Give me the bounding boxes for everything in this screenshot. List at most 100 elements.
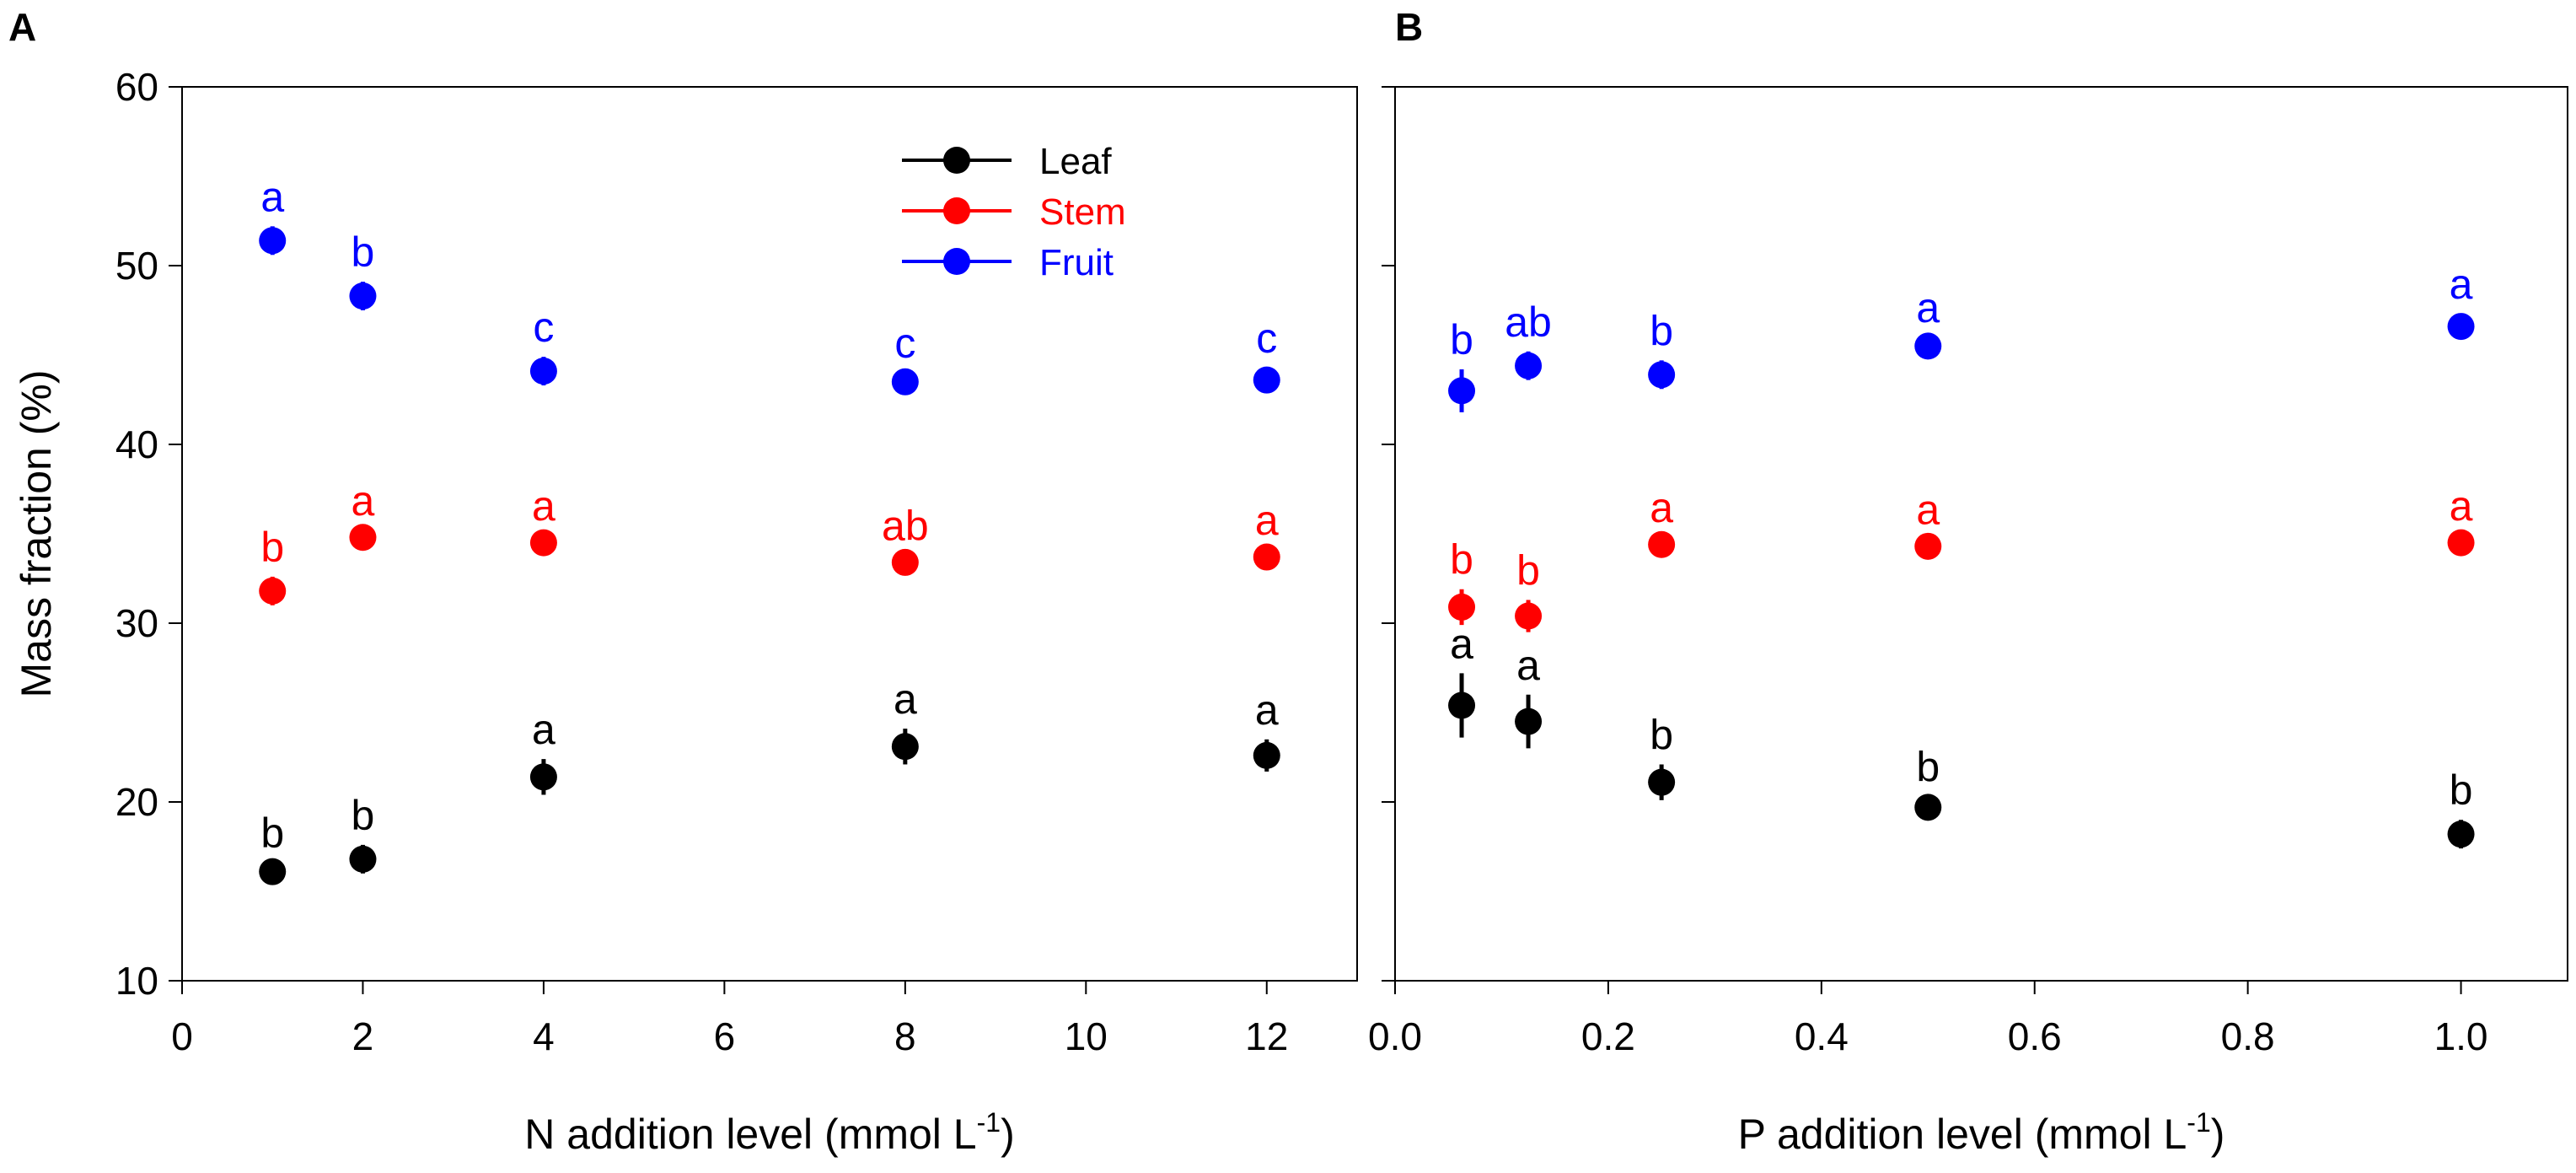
series-fruit: a b c c c (259, 173, 1280, 395)
significance-letter: b (352, 229, 375, 276)
panel-a: A 10 20 30 40 50 60 0 2 4 6 8 10 12 N addition level (… (8, 5, 1358, 1158)
significance-letter: b (352, 792, 375, 839)
significance-letter: a (1650, 484, 1673, 531)
x-tick-label: 2 (352, 1014, 374, 1058)
data-point (259, 577, 287, 605)
data-point (1253, 741, 1280, 769)
series-leaf: b b a a a (259, 675, 1280, 885)
x-axis-title-close: ) (1001, 1111, 1015, 1158)
significance-letter: b (260, 810, 284, 857)
significance-letter: c (894, 320, 915, 367)
significance-letter: a (352, 477, 375, 525)
x-tick-label: 6 (714, 1014, 736, 1058)
data-point (1648, 361, 1676, 389)
significance-letter: a (2450, 482, 2473, 530)
x-axis-title-sup: -1 (2187, 1107, 2210, 1138)
plot-frame (1394, 86, 2568, 982)
significance-letter: c (533, 304, 554, 351)
legend-marker (943, 248, 970, 275)
significance-letter: a (1255, 497, 1279, 544)
legend-label: Leaf (1039, 141, 1112, 182)
data-point (349, 524, 377, 552)
x-tick-label: 0.2 (1581, 1014, 1635, 1058)
data-point (1448, 593, 1476, 621)
data-point (529, 358, 557, 385)
x-tick-label: 12 (1245, 1014, 1288, 1058)
significance-letter: a (1450, 620, 1473, 667)
significance-letter: a (1916, 486, 1940, 533)
legend: Leaf Stem Fruit (902, 141, 1126, 283)
x-tick-label: 4 (533, 1014, 555, 1058)
data-point (1448, 691, 1476, 719)
data-point (1914, 332, 1942, 360)
data-point (891, 733, 919, 761)
legend-label: Fruit (1039, 242, 1114, 283)
significance-letter: b (1450, 316, 1473, 363)
x-tick-label: 1.0 (2434, 1014, 2488, 1058)
data-point (349, 282, 377, 310)
data-point (1515, 708, 1543, 735)
x-axis-title-sup: -1 (977, 1107, 1001, 1138)
x-tick-label: 0.4 (1795, 1014, 1849, 1058)
x-tick-label: 0.8 (2221, 1014, 2275, 1058)
data-point (1914, 532, 1942, 560)
data-point (1515, 352, 1543, 379)
significance-letter: b (1650, 711, 1673, 758)
significance-letter: b (1450, 536, 1473, 584)
y-tick-label: 40 (115, 422, 158, 466)
significance-letter: a (260, 173, 284, 220)
data-point (1253, 366, 1280, 394)
x-tick-label: 0.6 (2008, 1014, 2062, 1058)
significance-letter: b (1516, 546, 1540, 594)
panel-letter: A (8, 5, 36, 49)
x-tick-label: 0 (171, 1014, 193, 1058)
significance-letter: a (2450, 261, 2473, 308)
x-axis-title-close: ) (2211, 1111, 2225, 1158)
significance-letter: b (2450, 767, 2473, 814)
significance-letter: b (260, 524, 284, 571)
y-tick-label: 50 (115, 244, 158, 288)
data-point (529, 529, 557, 557)
data-point (2447, 821, 2475, 848)
y-tick-label: 60 (115, 65, 158, 109)
data-point (1448, 377, 1476, 405)
data-point (1648, 768, 1676, 796)
significance-letter: a (1255, 686, 1279, 734)
data-point (1253, 543, 1280, 571)
significance-letter: a (894, 675, 917, 723)
data-point (891, 548, 919, 576)
series-fruit: b ab b a a (1448, 261, 2475, 412)
y-axis-title: Mass fraction (%) (13, 370, 60, 698)
data-point (259, 227, 287, 255)
legend-label: Stem (1039, 191, 1126, 233)
x-axis-title-main: N addition level (mmol L (524, 1111, 976, 1158)
significance-letter: b (1650, 307, 1673, 354)
legend-marker (943, 197, 970, 224)
data-point (259, 858, 287, 885)
x-axis-title: N addition level (mmol L-1) (524, 1107, 1014, 1158)
x-axis-title-main: P addition level (mmol L (1738, 1111, 2187, 1158)
y-tick-label: 30 (115, 601, 158, 645)
data-point (2447, 313, 2475, 341)
panel-letter: B (1395, 5, 1423, 49)
significance-letter: a (532, 482, 555, 530)
significance-letter: c (1256, 315, 1277, 362)
x-tick-label: 0.0 (1368, 1014, 1422, 1058)
legend-marker (943, 147, 970, 174)
series-leaf: a a b b b (1448, 620, 2475, 849)
x-tick-label: 10 (1065, 1014, 1108, 1058)
data-point (1914, 794, 1942, 821)
data-point (1515, 602, 1543, 630)
data-point (2447, 529, 2475, 557)
plot-frame (181, 86, 1358, 982)
significance-letter: a (1916, 284, 1940, 331)
panel-b: B 0.0 0.2 0.4 0.6 0.8 1.0 P addition level (mmo… (1368, 5, 2568, 1158)
x-tick-label: 8 (894, 1014, 916, 1058)
data-point (891, 368, 919, 395)
x-axis-title: P addition level (mmol L-1) (1738, 1107, 2225, 1158)
data-point (349, 845, 377, 873)
y-tick-label: 20 (115, 780, 158, 824)
data-point (1648, 530, 1676, 558)
significance-letter: b (1916, 744, 1940, 791)
